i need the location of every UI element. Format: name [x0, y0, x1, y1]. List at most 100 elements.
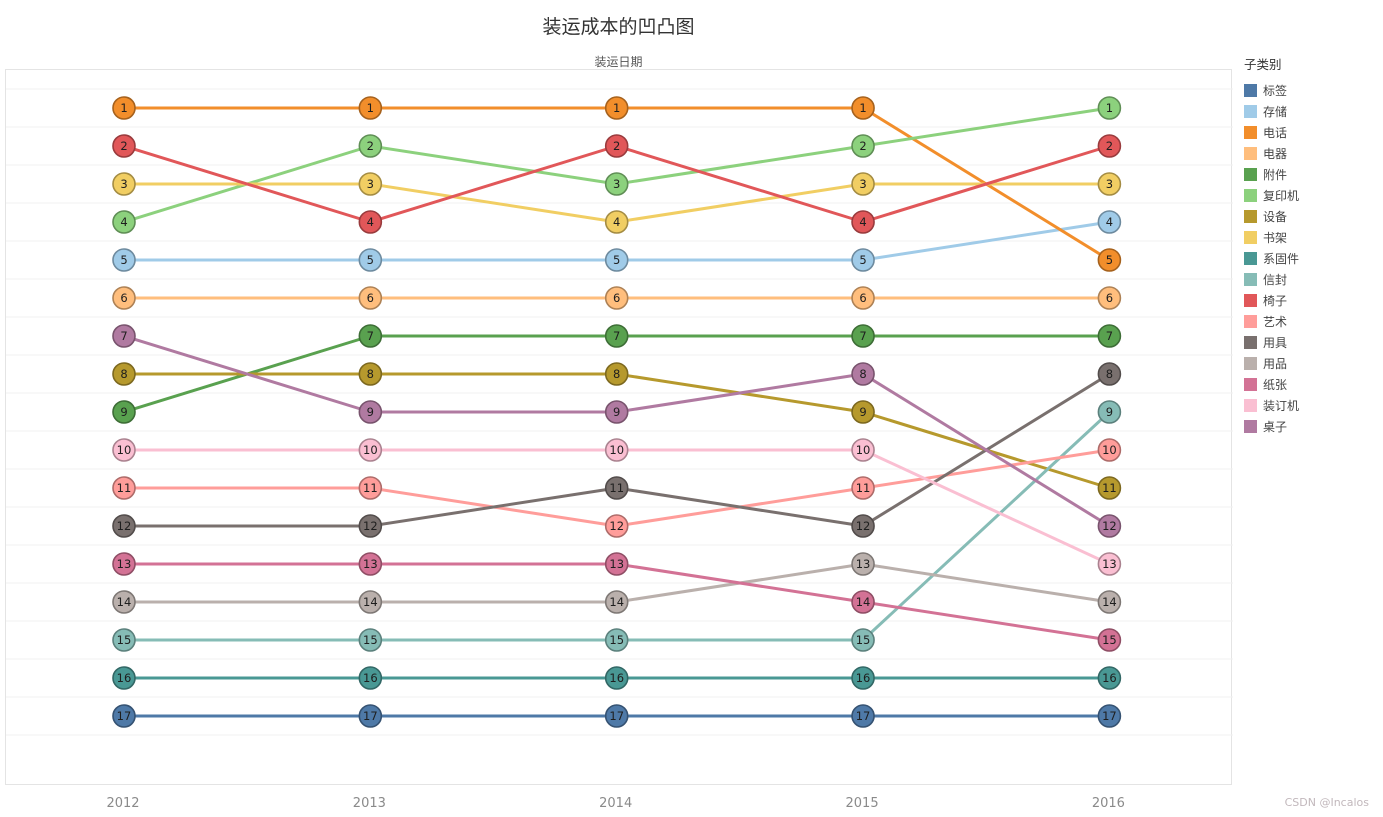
rank-marker[interactable]: 14 — [358, 590, 383, 614]
legend-item[interactable]: 书架 — [1244, 227, 1380, 248]
rank-marker[interactable]: 15 — [358, 628, 383, 652]
rank-marker[interactable]: 8 — [851, 362, 875, 386]
legend-item[interactable]: 装订机 — [1244, 395, 1380, 416]
rank-marker[interactable]: 4 — [112, 210, 136, 234]
rank-marker[interactable]: 2 — [851, 134, 875, 158]
rank-marker[interactable]: 5 — [358, 248, 383, 272]
rank-marker[interactable]: 11 — [1097, 476, 1122, 500]
rank-marker[interactable]: 4 — [604, 210, 629, 234]
rank-marker[interactable]: 5 — [1097, 248, 1122, 272]
rank-marker[interactable]: 12 — [1097, 514, 1122, 538]
rank-marker[interactable]: 15 — [604, 628, 629, 652]
rank-marker[interactable]: 3 — [1097, 172, 1122, 196]
rank-marker[interactable]: 10 — [1097, 438, 1122, 462]
rank-marker[interactable]: 3 — [851, 172, 875, 196]
rank-marker[interactable]: 5 — [112, 248, 136, 272]
rank-marker[interactable]: 9 — [112, 400, 136, 424]
rank-marker[interactable]: 16 — [112, 666, 136, 690]
legend-item[interactable]: 存储 — [1244, 101, 1380, 122]
legend-item[interactable]: 电话 — [1244, 122, 1380, 143]
rank-marker[interactable]: 1 — [851, 96, 875, 120]
legend-item[interactable]: 附件 — [1244, 164, 1380, 185]
rank-marker[interactable]: 11 — [851, 476, 875, 500]
legend-item[interactable]: 设备 — [1244, 206, 1380, 227]
rank-marker[interactable]: 14 — [604, 590, 629, 614]
rank-marker[interactable]: 6 — [112, 286, 136, 310]
rank-marker[interactable]: 3 — [112, 172, 136, 196]
rank-marker[interactable]: 12 — [112, 514, 136, 538]
rank-marker[interactable]: 16 — [358, 666, 383, 690]
rank-marker[interactable]: 13 — [1097, 552, 1122, 576]
rank-marker[interactable]: 13 — [358, 552, 383, 576]
rank-marker[interactable]: 14 — [112, 590, 136, 614]
rank-marker[interactable]: 16 — [1097, 666, 1122, 690]
rank-marker[interactable]: 3 — [604, 172, 629, 196]
rank-marker[interactable]: 8 — [604, 362, 629, 386]
rank-marker[interactable]: 13 — [604, 552, 629, 576]
rank-marker[interactable]: 1 — [1097, 96, 1122, 120]
rank-marker[interactable]: 8 — [358, 362, 383, 386]
rank-marker[interactable]: 7 — [112, 324, 136, 348]
rank-marker[interactable]: 2 — [604, 134, 629, 158]
rank-marker[interactable]: 14 — [1097, 590, 1122, 614]
legend-item[interactable]: 纸张 — [1244, 374, 1380, 395]
rank-marker[interactable]: 9 — [358, 400, 383, 424]
rank-marker[interactable]: 1 — [358, 96, 383, 120]
rank-marker[interactable]: 8 — [112, 362, 136, 386]
rank-marker[interactable]: 17 — [358, 704, 383, 728]
legend-item[interactable]: 电器 — [1244, 143, 1380, 164]
rank-marker[interactable]: 14 — [851, 590, 875, 614]
rank-marker[interactable]: 11 — [112, 476, 136, 500]
rank-marker[interactable]: 5 — [851, 248, 875, 272]
rank-marker[interactable]: 6 — [604, 286, 629, 310]
rank-marker[interactable]: 13 — [851, 552, 875, 576]
rank-marker[interactable]: 9 — [1097, 400, 1122, 424]
rank-marker[interactable]: 15 — [112, 628, 136, 652]
rank-marker[interactable]: 10 — [604, 438, 629, 462]
rank-marker[interactable]: 4 — [1097, 210, 1122, 234]
rank-marker[interactable]: 3 — [358, 172, 383, 196]
legend-item[interactable]: 椅子 — [1244, 290, 1380, 311]
rank-marker[interactable]: 10 — [851, 438, 875, 462]
rank-marker[interactable]: 2 — [1097, 134, 1122, 158]
rank-marker[interactable]: 11 — [604, 476, 629, 500]
rank-marker[interactable]: 5 — [604, 248, 629, 272]
rank-marker[interactable]: 15 — [1097, 628, 1122, 652]
rank-marker[interactable]: 2 — [112, 134, 136, 158]
legend-item[interactable]: 用品 — [1244, 353, 1380, 374]
rank-marker[interactable]: 6 — [1097, 286, 1122, 310]
rank-marker[interactable]: 10 — [358, 438, 383, 462]
legend-item[interactable]: 标签 — [1244, 80, 1380, 101]
rank-marker[interactable]: 10 — [112, 438, 136, 462]
rank-marker[interactable]: 17 — [851, 704, 875, 728]
rank-marker[interactable]: 9 — [851, 400, 875, 424]
legend-item[interactable]: 桌子 — [1244, 416, 1380, 437]
rank-marker[interactable]: 15 — [851, 628, 875, 652]
rank-marker[interactable]: 13 — [112, 552, 136, 576]
legend-item[interactable]: 信封 — [1244, 269, 1380, 290]
rank-marker[interactable]: 7 — [358, 324, 383, 348]
rank-marker[interactable]: 6 — [851, 286, 875, 310]
rank-marker[interactable]: 16 — [851, 666, 875, 690]
rank-marker[interactable]: 16 — [604, 666, 629, 690]
rank-marker[interactable]: 17 — [604, 704, 629, 728]
rank-marker[interactable]: 4 — [358, 210, 383, 234]
rank-marker[interactable]: 7 — [604, 324, 629, 348]
rank-marker[interactable]: 9 — [604, 400, 629, 424]
rank-marker[interactable]: 17 — [1097, 704, 1122, 728]
rank-marker[interactable]: 2 — [358, 134, 383, 158]
rank-marker[interactable]: 7 — [1097, 324, 1122, 348]
rank-marker[interactable]: 8 — [1097, 362, 1122, 386]
legend-item[interactable]: 系固件 — [1244, 248, 1380, 269]
legend-item[interactable]: 复印机 — [1244, 185, 1380, 206]
rank-marker[interactable]: 12 — [851, 514, 875, 538]
rank-marker[interactable]: 1 — [604, 96, 629, 120]
rank-marker[interactable]: 12 — [358, 514, 383, 538]
rank-marker[interactable]: 11 — [358, 476, 383, 500]
legend-item[interactable]: 艺术 — [1244, 311, 1380, 332]
rank-marker[interactable]: 7 — [851, 324, 875, 348]
rank-marker[interactable]: 4 — [851, 210, 875, 234]
rank-marker[interactable]: 17 — [112, 704, 136, 728]
rank-marker[interactable]: 1 — [112, 96, 136, 120]
